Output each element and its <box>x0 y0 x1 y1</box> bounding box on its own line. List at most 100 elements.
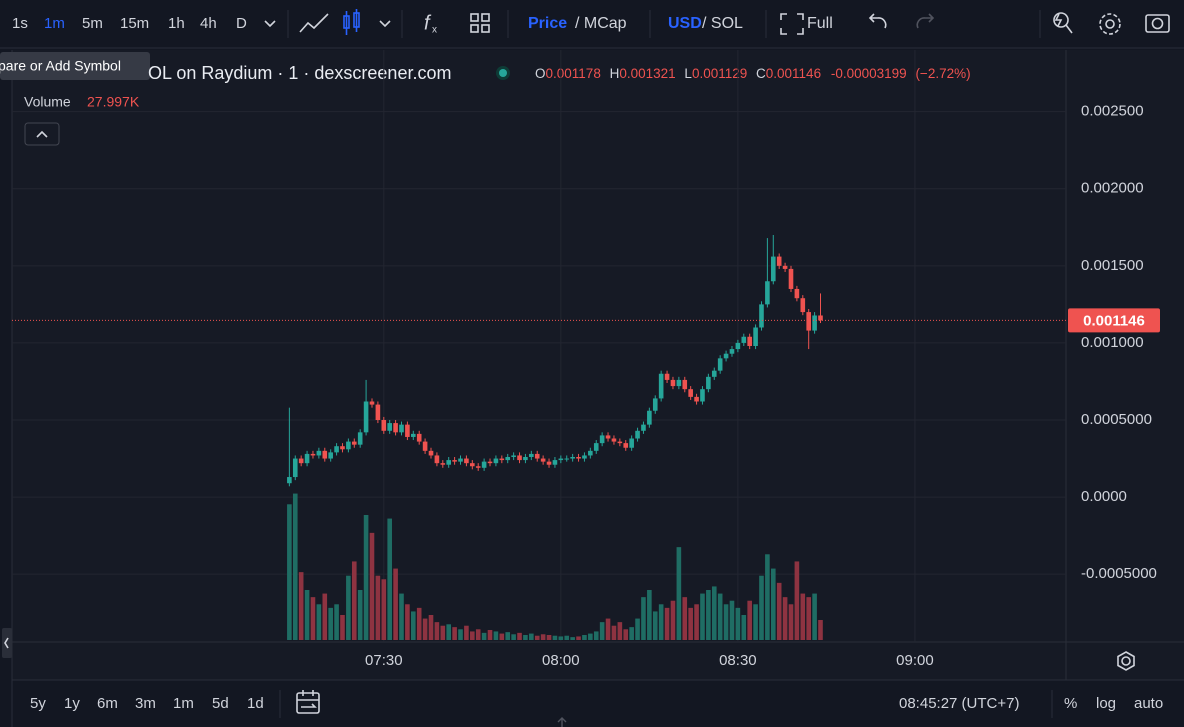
last-price-badge <box>1068 308 1160 333</box>
candle-body <box>552 460 558 465</box>
candle-body <box>458 458 463 462</box>
candle-body <box>310 453 316 456</box>
candle-body <box>470 463 475 467</box>
volume-bar <box>588 633 593 640</box>
percent-toggle[interactable]: % <box>1064 695 1077 712</box>
candle-body <box>422 441 428 451</box>
candle-body <box>576 457 581 459</box>
candle-body <box>753 327 758 346</box>
candle-body <box>806 312 811 331</box>
candle-body <box>475 466 481 468</box>
mcap-toggle[interactable]: / MCap <box>575 15 627 32</box>
axis-settings-frame <box>1117 651 1135 671</box>
volume-bar <box>658 604 664 640</box>
volume-bar <box>576 636 581 640</box>
volume-bar <box>711 586 717 640</box>
volume-bar <box>729 600 735 640</box>
auto-toggle[interactable]: auto <box>1134 695 1163 712</box>
log-toggle[interactable]: log <box>1096 695 1116 712</box>
candle-body <box>765 281 770 305</box>
interval-button[interactable]: 1m <box>44 15 65 32</box>
usd-toggle[interactable]: USD <box>668 15 702 32</box>
volume-bar <box>753 604 758 640</box>
volume-bar <box>765 554 770 640</box>
y-tick-label: 0.0005000 <box>1081 411 1152 428</box>
volume-bar <box>499 633 505 640</box>
volume-bar <box>558 636 564 640</box>
volume-bar <box>770 568 776 640</box>
volume-bar <box>664 607 670 640</box>
volume-bar <box>759 575 764 640</box>
volume-bar <box>717 593 723 640</box>
volume-bar <box>357 590 363 640</box>
candle-body <box>647 410 652 425</box>
volume-bar <box>582 635 587 640</box>
volume-bar <box>552 635 558 640</box>
date-range-icon[interactable] <box>296 690 320 714</box>
interval-button[interactable]: 15m <box>120 15 149 32</box>
volume-bar <box>399 593 404 640</box>
range-button[interactable]: 1m <box>173 695 194 712</box>
axis-settings[interactable] <box>1121 656 1131 666</box>
range-button[interactable]: 3m <box>135 695 156 712</box>
candle-body <box>517 455 522 461</box>
candle-body <box>652 398 658 411</box>
range-button[interactable]: 6m <box>97 695 118 712</box>
plot <box>12 50 1066 642</box>
candle-body <box>446 460 452 465</box>
side-handle[interactable] <box>2 628 12 658</box>
volume-bar <box>458 629 463 640</box>
scroll-icon <box>557 717 567 727</box>
candle-body <box>629 438 634 448</box>
volume-bar <box>670 600 676 640</box>
interval-button[interactable]: D <box>236 15 247 32</box>
l-value: 0.001129 <box>692 66 747 81</box>
interval-button[interactable]: 1s <box>12 15 28 32</box>
y-tick-label: 0.002500 <box>1081 103 1144 120</box>
full-button[interactable]: Full <box>807 15 833 32</box>
candle-body <box>375 404 381 420</box>
candle-body <box>658 373 664 399</box>
price-toggle[interactable]: Price <box>528 15 567 32</box>
candle-body <box>588 450 593 456</box>
volume-bar <box>422 618 428 640</box>
volume-bar <box>369 532 375 640</box>
candle-body <box>623 443 629 448</box>
volume-bar <box>287 504 292 640</box>
volume-bar <box>363 515 369 640</box>
candle-body <box>776 256 782 266</box>
volume-bar <box>700 593 705 640</box>
ohlc-legend: O0.001178 H0.001321 L0.001129 C0.001146 … <box>535 66 971 81</box>
volume-bar <box>505 632 511 640</box>
y-tick-label: -0.0005000 <box>1081 565 1157 582</box>
x-tick-label: 08:30 <box>719 652 757 669</box>
candle-body <box>434 455 440 464</box>
range-button[interactable]: 1d <box>247 695 264 712</box>
volume-bar <box>617 622 623 640</box>
range-button[interactable]: 5y <box>30 695 46 712</box>
candle-body <box>316 450 322 456</box>
change-pct: (−2.72%) <box>915 66 970 81</box>
volume-bar <box>647 590 652 640</box>
volume-bar <box>375 575 381 640</box>
range-button[interactable]: 1y <box>64 695 80 712</box>
volume-bar <box>629 627 634 640</box>
symbol[interactable]: OL on Raydium · 1 · dexscreener.com <box>148 63 451 83</box>
interval-button[interactable]: 5m <box>82 15 103 32</box>
y-tick-label: 0.002000 <box>1081 180 1144 197</box>
candle-body <box>428 450 434 456</box>
volume-bar <box>405 604 410 640</box>
range-button[interactable]: 5d <box>212 695 229 712</box>
l-label: L <box>684 66 692 81</box>
interval-button[interactable]: 1h <box>168 15 185 32</box>
sol-toggle[interactable]: / SOL <box>702 15 743 32</box>
volume-bar <box>440 625 446 640</box>
volume-bar <box>747 600 752 640</box>
collapse-button[interactable] <box>24 122 60 146</box>
volume-bar <box>688 607 693 640</box>
interval-button[interactable]: 4h <box>200 15 217 32</box>
candle-body <box>794 288 800 299</box>
last-price-label: 0.001146 <box>1083 312 1145 329</box>
candle-body <box>399 424 404 433</box>
